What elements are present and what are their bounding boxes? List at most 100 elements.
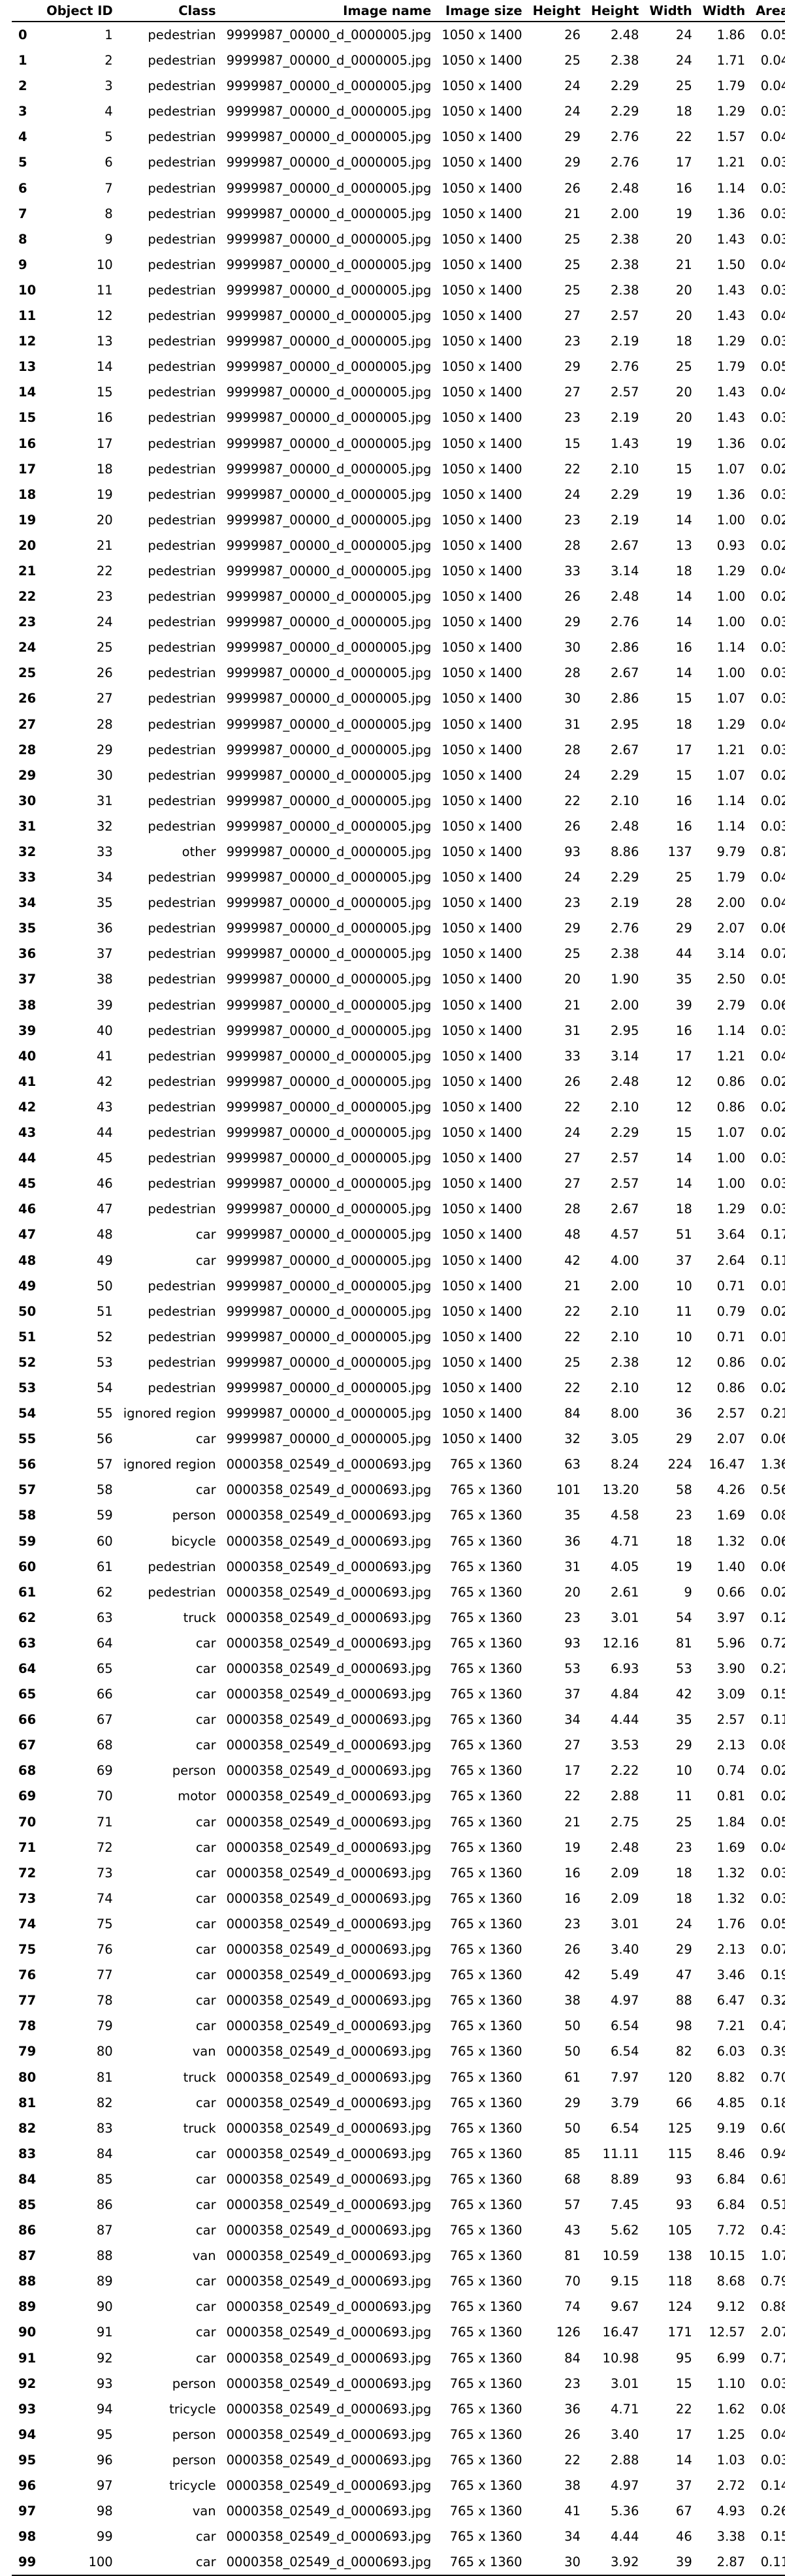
table-row: 76 77 car 0000358_02549_d_0000693.jpg 765 x … — [12, 1962, 785, 1988]
table-cell: 3 — [104, 78, 113, 94]
table-cell: 2.88 — [610, 1789, 639, 1804]
table-cell: 0000358_02549_d_0000693.jpg — [226, 2095, 432, 2110]
table-cell: 4.93 — [716, 2504, 746, 2519]
table-row: 24 25 pedestrian 9999987_00000_d_0000005.jp… — [12, 635, 785, 660]
table-cell: 0.21 — [760, 1406, 785, 1422]
table-cell: 63 — [564, 1457, 581, 1472]
table-cell: 29 — [675, 921, 692, 936]
table-cell: 5.36 — [610, 2504, 639, 2519]
table-cell: 1.21 — [716, 1048, 746, 1064]
table-row: 96 97 tricycle 0000358_02549_d_0000693.jpg 7… — [12, 2473, 785, 2498]
table-cell: 9999987_00000_d_0000005.jpg — [226, 1227, 432, 1243]
table-cell: 2.57 — [716, 1712, 746, 1728]
table-cell: 27 — [96, 691, 113, 707]
table-cell: 2.10 — [610, 1099, 639, 1115]
row-index: 99 — [12, 2549, 42, 2576]
table-cell: car — [195, 1482, 216, 1498]
table-cell: 1050 x 1400 — [441, 461, 522, 477]
table-cell: 0.03 — [760, 180, 785, 196]
table-cell: 9999987_00000_d_0000005.jpg — [226, 997, 432, 1013]
table-row: 67 68 car 0000358_02549_d_0000693.jpg 765 x … — [12, 1732, 785, 1758]
table-cell: 7.45 — [610, 2197, 639, 2212]
table-cell: pedestrian — [148, 1201, 216, 1217]
table-cell: 81 — [564, 2248, 581, 2264]
table-cell: 4.71 — [610, 2401, 639, 2417]
table-cell: 36 — [96, 921, 113, 936]
row-index: 38 — [18, 997, 37, 1013]
row-index: 48 — [18, 1252, 37, 1268]
table-cell: 23 — [564, 512, 581, 528]
table-cell: 2.38 — [610, 1354, 639, 1370]
table-cell: 50 — [564, 2044, 581, 2059]
table-cell: 22 — [564, 1380, 581, 1395]
row-index: 91 — [18, 2350, 37, 2366]
table-cell: 29 — [564, 614, 581, 630]
table-cell: 3.79 — [610, 2095, 639, 2110]
table-cell: 4.57 — [610, 1227, 639, 1243]
row-index: 49 — [18, 1278, 37, 1294]
row-index: 84 — [18, 2171, 37, 2187]
table-cell: 2.29 — [610, 767, 639, 783]
table-row: 22 23 pedestrian 9999987_00000_d_0000005.jp… — [12, 584, 785, 609]
table-cell: 1050 x 1400 — [441, 1252, 522, 1268]
table-row: 59 60 bicycle 0000358_02549_d_0000693.jpg 76… — [12, 1529, 785, 1554]
table-cell: pedestrian — [148, 691, 216, 707]
table-cell: 9999987_00000_d_0000005.jpg — [226, 104, 432, 119]
table-cell: 0000358_02549_d_0000693.jpg — [226, 1738, 432, 1753]
table-cell: 19 — [675, 486, 692, 502]
table-row: 52 53 pedestrian 9999987_00000_d_0000005.jp… — [12, 1350, 785, 1375]
row-index: 0 — [18, 27, 27, 42]
table-cell: 1.36 — [716, 486, 746, 502]
row-index: 18 — [18, 486, 37, 502]
table-cell: 31 — [564, 1023, 581, 1038]
table-cell: 0.04 — [760, 870, 785, 885]
row-index: 97 — [18, 2504, 37, 2519]
table-cell: 9999987_00000_d_0000005.jpg — [226, 1176, 432, 1192]
table-cell: 24 — [96, 614, 113, 630]
table-cell: 14 — [675, 512, 692, 528]
table-cell: 78 — [96, 1993, 113, 2009]
table-cell: 1.43 — [610, 436, 639, 451]
table-row: 71 72 car 0000358_02549_d_0000693.jpg 765 x … — [12, 1835, 785, 1860]
table-cell: 4.97 — [610, 2478, 639, 2493]
table-cell: 3.46 — [716, 1967, 746, 1983]
table-cell: 31 — [564, 716, 581, 732]
table-cell: 1.14 — [716, 180, 746, 196]
table-cell: pedestrian — [148, 537, 216, 553]
table-cell: 19 — [675, 1559, 692, 1574]
table-cell: 765 x 1360 — [449, 2274, 522, 2289]
table-cell: pedestrian — [148, 1380, 216, 1395]
table-cell: 0000358_02549_d_0000693.jpg — [226, 1687, 432, 1702]
table-cell: 2.79 — [716, 997, 746, 1013]
table-cell: 28 — [564, 665, 581, 681]
table-cell: 0000358_02549_d_0000693.jpg — [221, 2549, 437, 2576]
table-cell: pedestrian — [148, 1329, 216, 1344]
table-cell: 3.97 — [716, 1610, 746, 1625]
table-cell: 765 x 1360 — [449, 1559, 522, 1574]
row-index: 75 — [18, 1942, 37, 1958]
table-cell: 1.29 — [716, 104, 746, 119]
table-cell: 69 — [96, 1763, 113, 1779]
table-cell: 3.01 — [610, 1610, 639, 1625]
table-cell: 0000358_02549_d_0000693.jpg — [226, 2478, 432, 2493]
table-cell: 74 — [96, 1890, 113, 1906]
table-cell: 0.71 — [716, 1329, 746, 1344]
table-cell: 1050 x 1400 — [441, 53, 522, 69]
row-index: 95 — [18, 2452, 37, 2468]
table-cell: 2.13 — [716, 1738, 746, 1753]
table-cell: 765 x 1360 — [449, 2529, 522, 2545]
table-cell: 0.03 — [760, 1023, 785, 1038]
table-cell: 0.05 — [760, 972, 785, 987]
row-index: 11 — [18, 308, 37, 324]
table-row: 12 13 pedestrian 9999987_00000_d_0000005.jp… — [12, 328, 785, 354]
table-cell: 765 x 1360 — [449, 2426, 522, 2442]
table-row: 81 82 car 0000358_02549_d_0000693.jpg 765 x … — [12, 2090, 785, 2116]
table-header: Object ID Class Image name Image size Height… — [12, 1, 785, 22]
table-cell: 35 — [564, 1508, 581, 1523]
table-cell: 42 — [564, 1252, 581, 1268]
table-cell: 26 — [564, 180, 581, 196]
table-cell: 1.07 — [760, 2248, 785, 2264]
table-cell: 0.86 — [716, 1099, 746, 1115]
table-cell: 9999987_00000_d_0000005.jpg — [226, 921, 432, 936]
table-cell: 16 — [675, 180, 692, 196]
